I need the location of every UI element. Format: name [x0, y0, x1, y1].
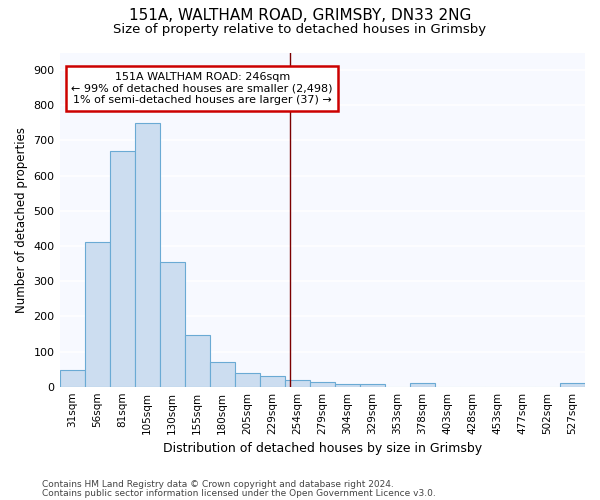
Bar	[110, 151, 134, 386]
Bar	[85, 242, 110, 386]
Bar	[134, 123, 160, 386]
Bar	[410, 383, 435, 386]
X-axis label: Distribution of detached houses by size in Grimsby: Distribution of detached houses by size …	[163, 442, 482, 455]
Text: Contains HM Land Registry data © Crown copyright and database right 2024.: Contains HM Land Registry data © Crown c…	[42, 480, 394, 489]
Bar	[160, 262, 185, 386]
Bar	[560, 383, 585, 386]
Text: 151A, WALTHAM ROAD, GRIMSBY, DN33 2NG: 151A, WALTHAM ROAD, GRIMSBY, DN33 2NG	[129, 8, 471, 22]
Bar	[185, 334, 209, 386]
Bar	[285, 380, 310, 386]
Bar	[235, 374, 260, 386]
Bar	[310, 382, 335, 386]
Y-axis label: Number of detached properties: Number of detached properties	[15, 126, 28, 312]
Text: Contains public sector information licensed under the Open Government Licence v3: Contains public sector information licen…	[42, 488, 436, 498]
Bar	[59, 370, 85, 386]
Bar	[335, 384, 360, 386]
Text: 151A WALTHAM ROAD: 246sqm
← 99% of detached houses are smaller (2,498)
1% of sem: 151A WALTHAM ROAD: 246sqm ← 99% of detac…	[71, 72, 333, 105]
Bar	[360, 384, 385, 386]
Bar	[209, 362, 235, 386]
Bar	[260, 376, 285, 386]
Text: Size of property relative to detached houses in Grimsby: Size of property relative to detached ho…	[113, 22, 487, 36]
